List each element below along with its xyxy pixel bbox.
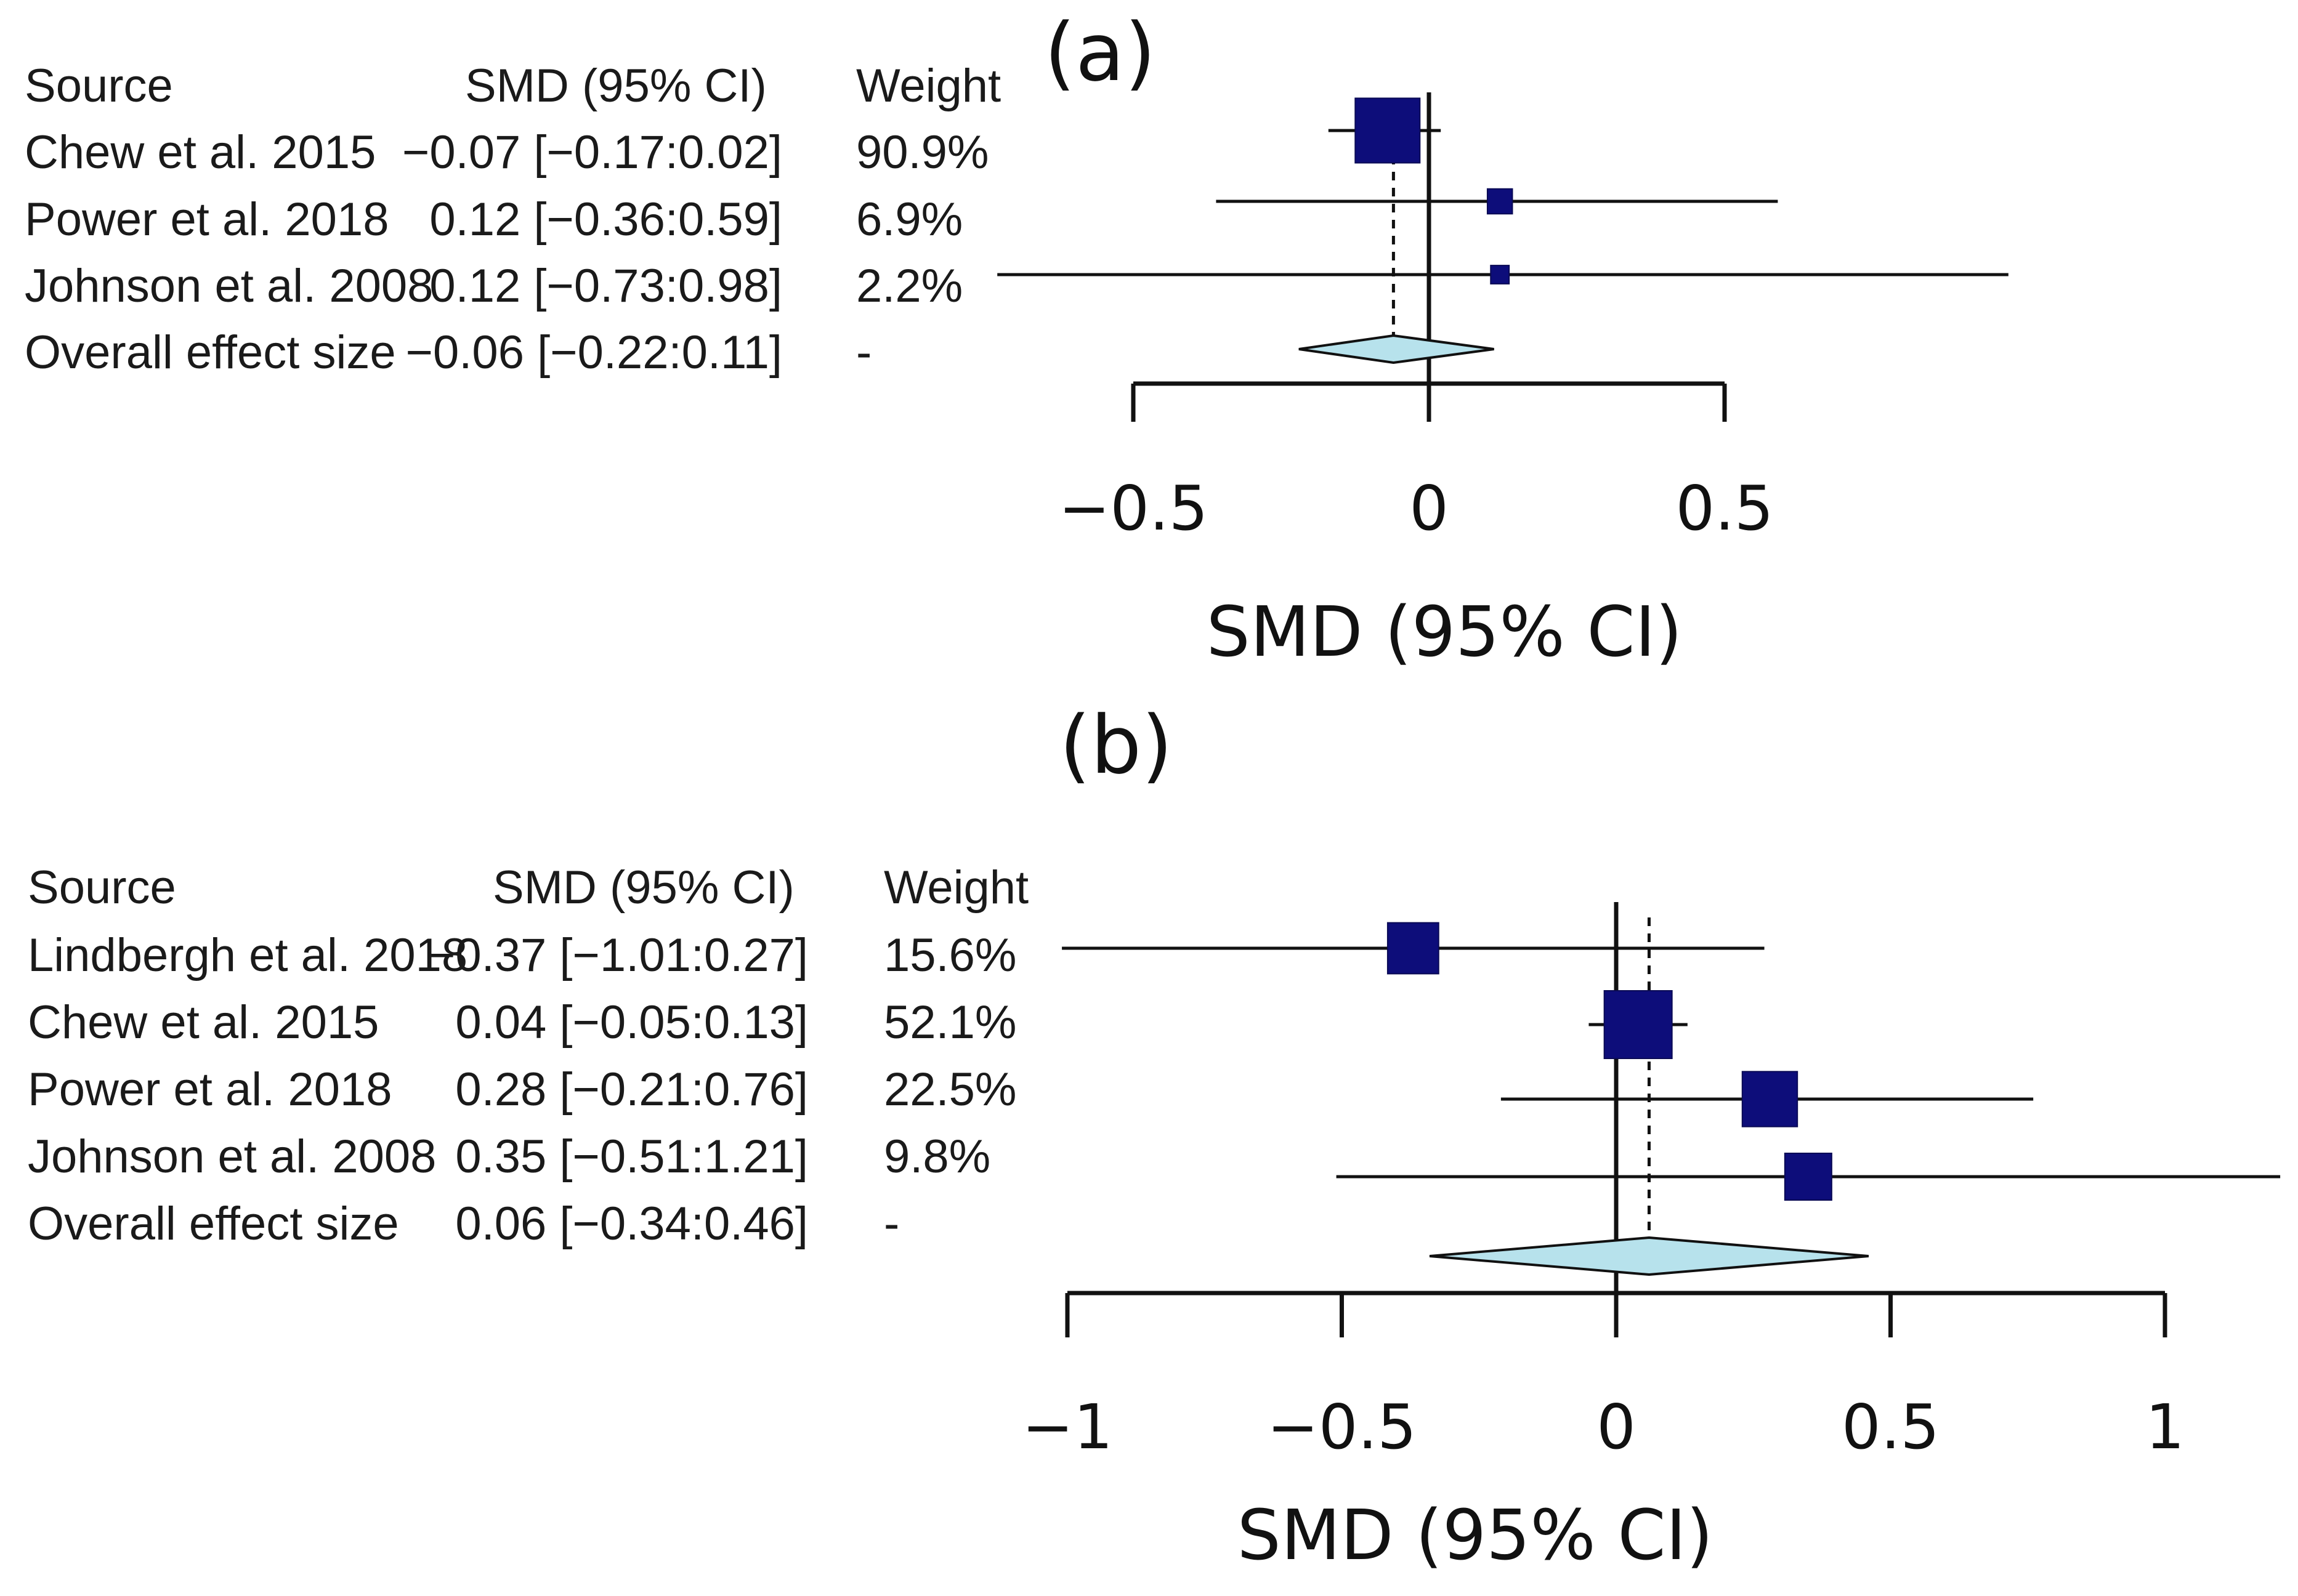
panel-a-ci-text: 0.12 [−0.73:0.98] bbox=[429, 260, 782, 312]
panel-a-source: Power et al. 2018 bbox=[25, 193, 389, 246]
panel-b-overall-ci-text: 0.06 [−0.34:0.46] bbox=[455, 1198, 808, 1250]
panel-a-source: Chew et al. 2015 bbox=[25, 126, 376, 179]
panel-b-x-tick-label: −1 bbox=[1022, 1391, 1112, 1463]
panel-a-plot-area: −0.5 0 0.5 bbox=[997, 92, 2009, 544]
panel-b-row-1: Lindbergh et al. 2018 −0.37 [−1.01:0.27]… bbox=[28, 929, 1017, 981]
panel-b-weight-text: 15.6% bbox=[884, 929, 1017, 981]
panel-b-x-axis-label: SMD (95% CI) bbox=[1237, 1496, 1713, 1576]
panel-b-row-overall: Overall effect size 0.06 [−0.34:0.46] - bbox=[28, 1198, 899, 1250]
panel-a-point-marker bbox=[1354, 97, 1421, 164]
panel-b-x-tick-label: 0.5 bbox=[1842, 1391, 1940, 1463]
panel-b-source: Lindbergh et al. 2018 bbox=[28, 929, 467, 981]
panel-b-header-source: Source bbox=[28, 861, 176, 914]
panel-b-label: (b) bbox=[1059, 698, 1173, 792]
panel-a-x-axis-label: SMD (95% CI) bbox=[1207, 592, 1683, 672]
panel-b-ci-text: 0.04 [−0.05:0.13] bbox=[455, 996, 808, 1049]
panel-a-point-marker bbox=[1486, 188, 1513, 215]
panel-a-ci-text: 0.12 [−0.36:0.59] bbox=[429, 193, 782, 246]
panel-b-ci-text: 0.35 [−0.51:1.21] bbox=[455, 1130, 808, 1183]
panel-a-x-tick-label: 0 bbox=[1409, 472, 1449, 544]
panel-b-row-2: Chew et al. 2015 0.04 [−0.05:0.13] 52.1% bbox=[28, 996, 1017, 1049]
panel-b-weight-text: 9.8% bbox=[884, 1130, 990, 1183]
panel-b-row-3: Power et al. 2018 0.28 [−0.21:0.76] 22.5… bbox=[28, 1063, 1017, 1116]
panel-b-ci-text: 0.28 [−0.21:0.76] bbox=[455, 1063, 808, 1116]
panel-a-overall-source: Overall effect size bbox=[25, 326, 396, 379]
panel-a-source: Johnson et al. 2008 bbox=[25, 260, 433, 312]
panel-b-weight-text: 22.5% bbox=[884, 1063, 1017, 1116]
panel-b-x-tick-label: 1 bbox=[2145, 1391, 2185, 1463]
panel-a-ci-text: −0.07 [−0.17:0.02] bbox=[402, 126, 782, 179]
panel-a-x-tick-label: 0.5 bbox=[1675, 472, 1773, 544]
panel-a-row-overall: Overall effect size −0.06 [−0.22:0.11] - bbox=[25, 326, 872, 379]
panel-b-point-marker bbox=[1741, 1071, 1798, 1127]
panel-a-label: (a) bbox=[1044, 6, 1155, 99]
panel-b-header-estimate: SMD (95% CI) bbox=[493, 861, 795, 914]
panel-a-point-marker bbox=[1490, 265, 1510, 284]
panel-b-row-4: Johnson et al. 2008 0.35 [−0.51:1.21] 9.… bbox=[28, 1130, 990, 1183]
panel-b-overall-source: Overall effect size bbox=[28, 1198, 399, 1250]
panel-b-point-marker bbox=[1603, 990, 1673, 1059]
panel-a-header-weight: Weight bbox=[856, 60, 1001, 112]
panel-a-header-estimate: SMD (95% CI) bbox=[465, 60, 767, 112]
panel-b-source: Chew et al. 2015 bbox=[28, 996, 379, 1049]
panel-b-overall-diamond bbox=[1429, 1236, 1869, 1276]
panel-b-header-weight: Weight bbox=[884, 861, 1029, 914]
panel-a-row-3: Johnson et al. 2008 0.12 [−0.73:0.98] 2.… bbox=[25, 260, 963, 312]
panel-a-header-source: Source bbox=[25, 60, 173, 112]
panel-a-row-1: Chew et al. 2015 −0.07 [−0.17:0.02] 90.9… bbox=[25, 126, 989, 179]
panel-b-ci-text: −0.37 [−1.01:0.27] bbox=[428, 929, 808, 981]
panel-a: (a) Source SMD (95% CI) Weight Chew et a… bbox=[25, 6, 2009, 672]
panel-a-overall-ci-text: −0.06 [−0.22:0.11] bbox=[406, 326, 782, 379]
panel-a-x-tick-label: −0.5 bbox=[1059, 472, 1208, 544]
panel-a-weight-text: 90.9% bbox=[856, 126, 989, 179]
panel-b-source: Power et al. 2018 bbox=[28, 1063, 392, 1116]
panel-b-source: Johnson et al. 2008 bbox=[28, 1130, 436, 1183]
panel-b-plot-area: −1 −0.5 0 0.5 1 bbox=[1022, 902, 2281, 1463]
panel-b-weight-text: 52.1% bbox=[884, 996, 1017, 1049]
panel-b: (b) Source SMD (95% CI) Weight Lindbergh… bbox=[28, 698, 2281, 1576]
panel-a-weight-text: 6.9% bbox=[856, 193, 963, 246]
panel-b-point-marker bbox=[1386, 922, 1439, 975]
panel-a-overall-diamond bbox=[1298, 334, 1494, 365]
panel-a-weight-text: 2.2% bbox=[856, 260, 963, 312]
panel-b-x-tick-label: 0 bbox=[1596, 1391, 1636, 1463]
panel-a-row-2: Power et al. 2018 0.12 [−0.36:0.59] 6.9% bbox=[25, 193, 963, 246]
panel-a-overall-weight-text: - bbox=[856, 326, 872, 379]
panel-b-overall-weight-text: - bbox=[884, 1198, 899, 1250]
panel-b-x-tick-label: −0.5 bbox=[1267, 1391, 1417, 1463]
panel-b-point-marker bbox=[1784, 1152, 1832, 1201]
